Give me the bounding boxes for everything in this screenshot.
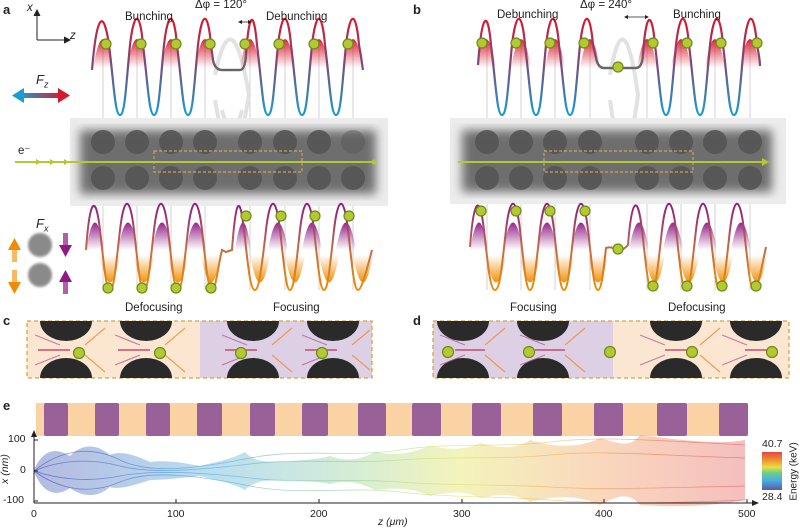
panel-e-segment-bar	[36, 403, 748, 436]
axes-glyph	[33, 8, 72, 44]
y-tick-100: 100	[8, 433, 26, 445]
y-tick-minus100: -100	[3, 494, 25, 506]
panel-b-fx-wave	[469, 203, 767, 292]
panel-a-pillar-band	[15, 118, 388, 206]
panel-c-field-diagram	[26, 320, 373, 379]
colorbar-label: Energy (keV)	[788, 442, 800, 501]
fz-label: Fz	[36, 72, 49, 90]
panel-a-bunching-label: Bunching	[125, 11, 173, 23]
axis-x-label: x	[27, 2, 33, 14]
panel-c-focusing-label: Focusing	[273, 302, 320, 314]
panel-e-letter: e	[3, 398, 11, 413]
y-tick-0: 0	[20, 464, 26, 476]
fx-arrows-icon	[8, 233, 72, 294]
x-tick-400: 400	[595, 508, 613, 520]
x-tick-100: 100	[167, 508, 185, 520]
panel-d-field-diagram	[432, 320, 790, 379]
panel-b-phase-label: Δφ = 240°	[580, 0, 633, 11]
panel-b-pillar-band	[450, 118, 786, 204]
fz-double-arrow-icon	[12, 88, 70, 103]
panel-c-defocusing-label: Defocusing	[125, 302, 183, 314]
panel-d-defocusing-label: Defocusing	[668, 302, 726, 314]
colorbar-min: 28.4	[762, 491, 783, 503]
x-tick-500: 500	[738, 508, 756, 520]
panel-b-bunching-label: Bunching	[673, 9, 721, 21]
y-axis-label: x (nm)	[0, 454, 11, 484]
panel-d-focusing-label: Focusing	[510, 302, 557, 314]
x-tick-0: 0	[31, 508, 37, 520]
panel-b-debunching-label: Debunching	[497, 9, 559, 21]
colorbar-max: 40.7	[762, 438, 783, 450]
panel-b-letter: b	[413, 2, 421, 17]
x-tick-200: 200	[310, 508, 328, 520]
panel-c-letter: c	[3, 313, 11, 328]
x-axis-label: z (μm)	[378, 516, 408, 528]
x-tick-300: 300	[453, 508, 471, 520]
axis-z-label: z	[70, 30, 76, 42]
panel-a-phase-label: Δφ = 120°	[195, 0, 248, 11]
panel-a-fx-wave	[85, 203, 373, 294]
panel-a-letter: a	[3, 2, 11, 17]
electron-label: e⁻	[18, 145, 31, 157]
panel-d-letter: d	[413, 313, 421, 328]
panel-e-trajectory-plot	[31, 430, 782, 507]
fx-label: Fx	[36, 216, 49, 234]
panel-a-debunching-label: Debunching	[266, 11, 328, 23]
